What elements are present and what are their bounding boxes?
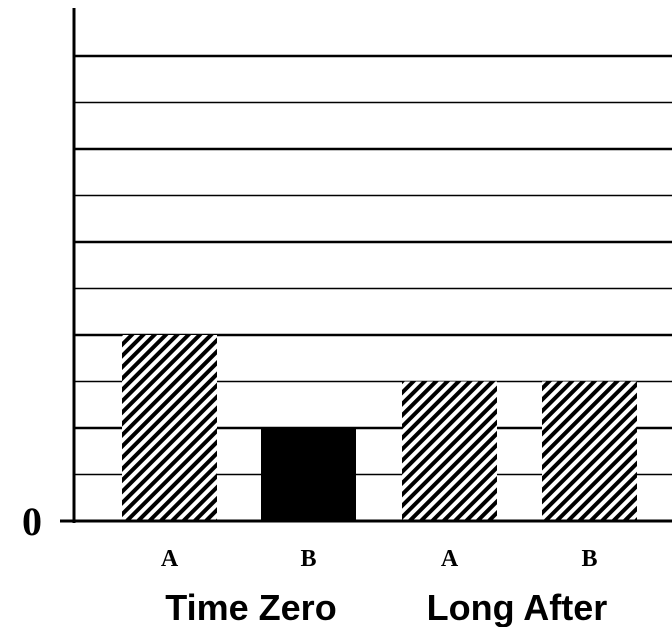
bar-long-after-b bbox=[542, 381, 637, 521]
bar-time-zero-a bbox=[122, 335, 217, 521]
group-label: Time Zero bbox=[165, 587, 336, 627]
axes bbox=[60, 8, 672, 523]
category-label: A bbox=[441, 546, 459, 572]
group-label: Long After bbox=[427, 587, 608, 627]
category-label: B bbox=[581, 546, 597, 572]
category-label: A bbox=[161, 546, 179, 572]
bar-time-zero-b bbox=[261, 428, 356, 521]
labels: A B A B 0 Time Zero Long After bbox=[22, 499, 607, 627]
category-label: B bbox=[300, 546, 316, 572]
bars bbox=[122, 335, 637, 521]
y-tick-label: 0 bbox=[22, 499, 42, 544]
bar-long-after-a bbox=[402, 381, 497, 521]
